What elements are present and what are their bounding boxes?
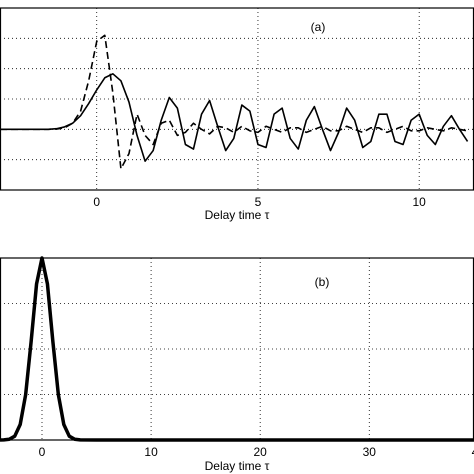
x-axis-label: Delay time τ [205, 459, 270, 473]
data-line [0, 256, 474, 442]
panel-label: (a) [311, 20, 326, 34]
x-tick-label: 10 [413, 195, 427, 209]
x-tick-label: 10 [144, 445, 158, 459]
x-tick-label: 5 [255, 195, 262, 209]
data-line [0, 34, 468, 170]
data-line [0, 73, 469, 162]
plot-frame [0, 257, 474, 441]
x-tick-label: 0 [39, 445, 46, 459]
x-tick-label: 40 [472, 445, 474, 459]
x-axis-label: Delay time τ [205, 208, 270, 222]
plot-frame [0, 7, 474, 191]
panel-label: (b) [315, 275, 330, 289]
x-tick-label: 0 [93, 195, 100, 209]
x-tick-label: 30 [363, 445, 377, 459]
x-tick-label: 20 [254, 445, 268, 459]
